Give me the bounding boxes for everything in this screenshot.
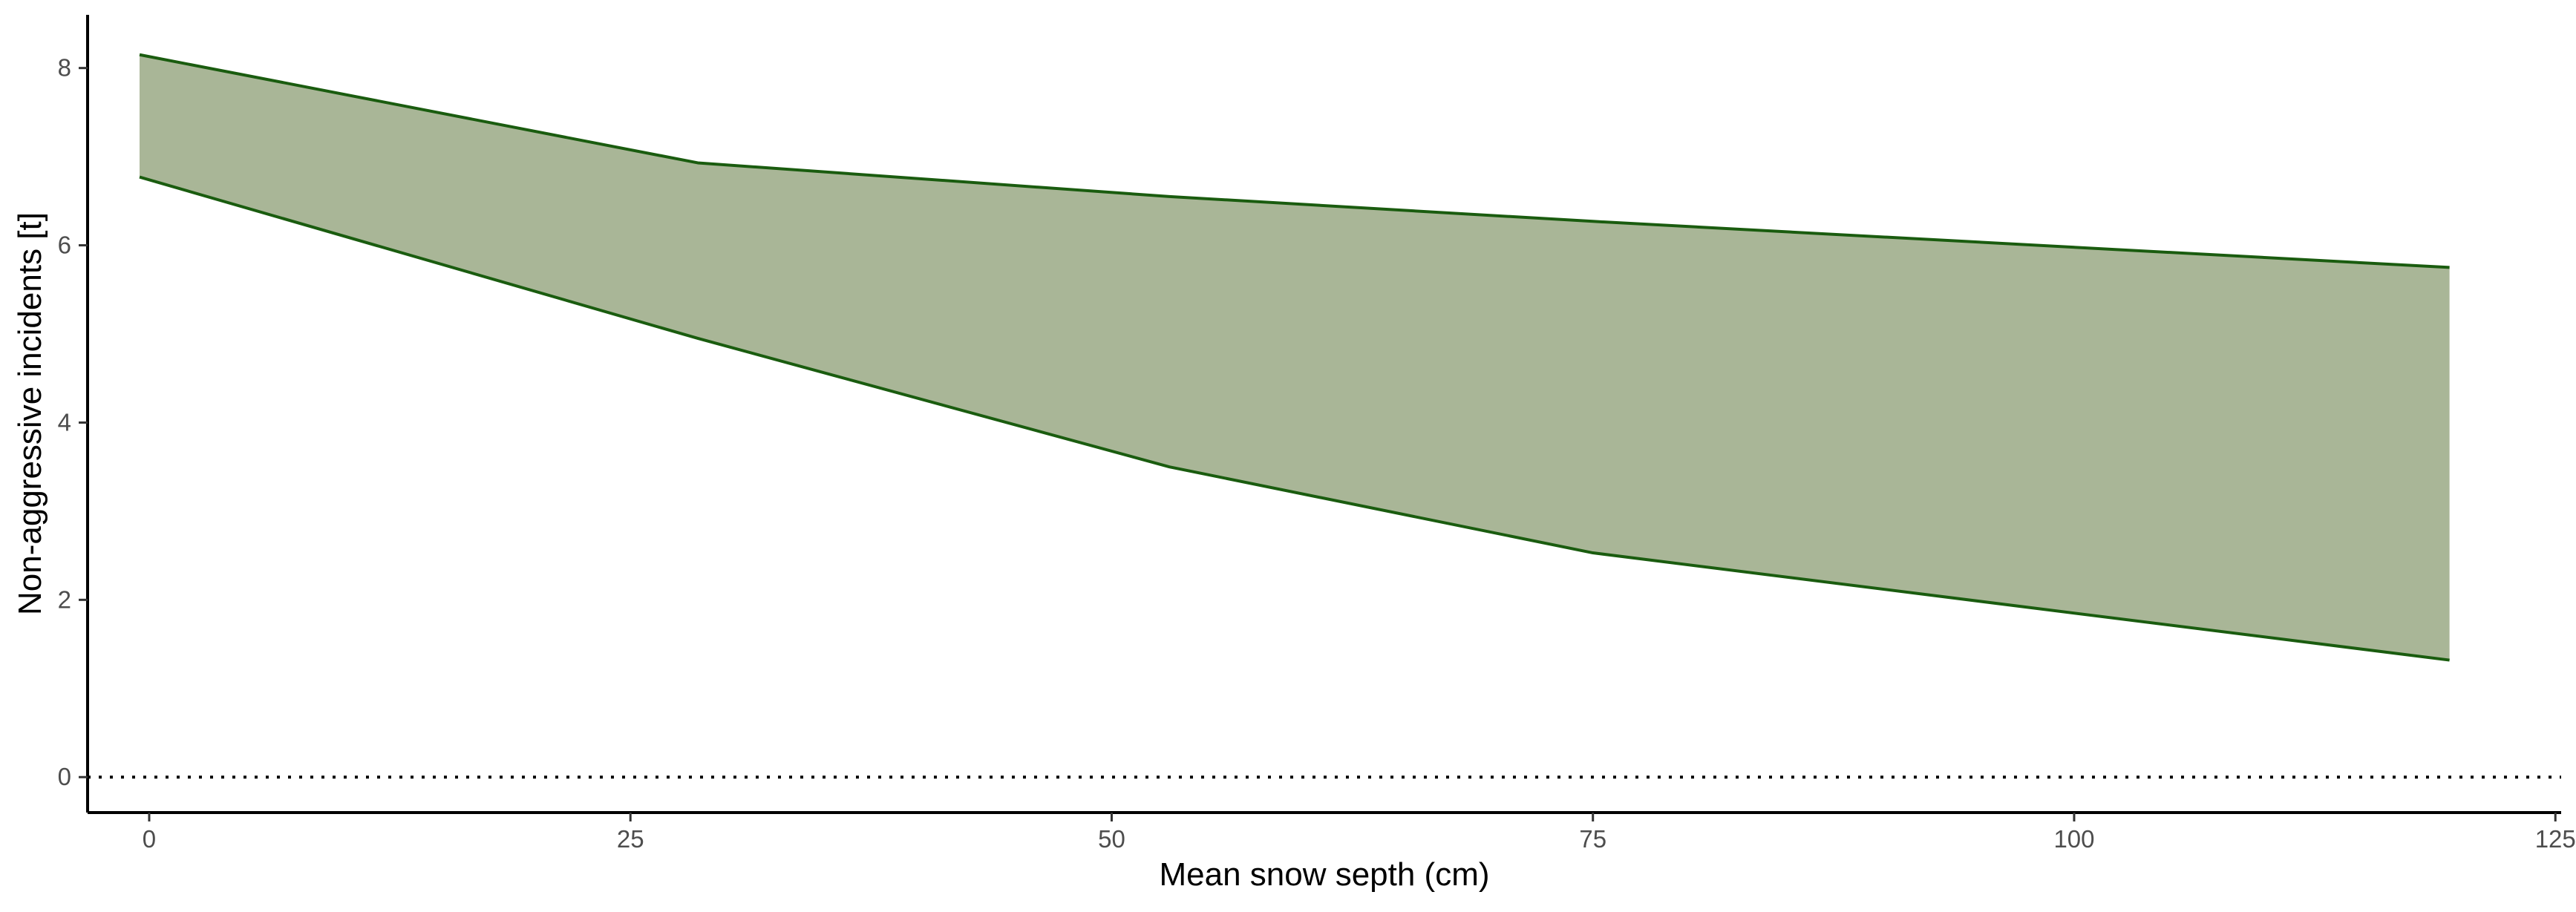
y-tick-label: 2 (58, 585, 71, 613)
x-tick-label: 25 (617, 825, 644, 853)
confidence-band (140, 54, 2450, 660)
y-tick-label: 4 (58, 408, 71, 436)
y-tick-label: 8 (58, 54, 71, 82)
upper-bound-line (139, 53, 2450, 269)
x-axis-title: Mean snow septh (cm) (1159, 856, 1489, 893)
x-tick-label: 50 (1098, 825, 1125, 853)
axes: 0 2 4 6 8 0 25 50 75 100 125 (58, 15, 2576, 853)
y-tick-label: 0 (58, 763, 71, 790)
x-tick-label: 0 (143, 825, 156, 853)
plot-area (88, 53, 2561, 779)
x-tick-label: 75 (1579, 825, 1606, 853)
y-tick-label: 6 (58, 232, 71, 259)
x-tick-label: 100 (2053, 825, 2094, 853)
x-tick-label: 125 (2535, 825, 2576, 853)
lower-bound-line (139, 175, 2450, 662)
y-axis-title: Non-aggressive incidents [t] (12, 212, 48, 615)
